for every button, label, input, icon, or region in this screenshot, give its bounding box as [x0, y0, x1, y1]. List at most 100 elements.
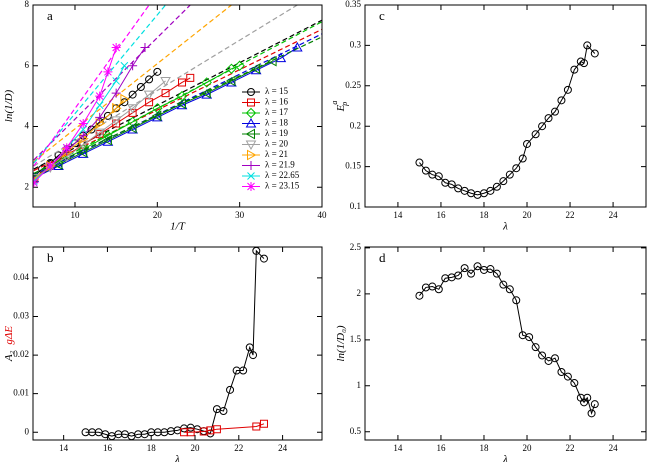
marker	[145, 75, 154, 84]
marker	[112, 102, 122, 114]
marker	[590, 49, 599, 58]
fit-line	[33, 28, 322, 172]
marker	[245, 128, 255, 140]
marker	[136, 83, 145, 92]
marker	[415, 158, 424, 167]
marker	[127, 122, 137, 134]
marker	[206, 426, 215, 435]
y-axis-label-part: a	[330, 101, 339, 105]
marker	[512, 296, 521, 305]
marker	[234, 60, 245, 71]
legend-label: λ = 22.65	[265, 170, 300, 180]
marker	[544, 114, 553, 123]
series-line	[33, 71, 158, 177]
legend-label: λ = 15	[265, 86, 288, 96]
legend-label: λ = 18	[265, 118, 288, 128]
x-tick-label: 30	[235, 210, 245, 220]
marker	[112, 77, 121, 85]
marker	[499, 280, 508, 289]
panel-label: d	[379, 250, 386, 265]
series-line	[33, 80, 166, 179]
marker	[557, 96, 566, 105]
marker	[523, 139, 532, 148]
legend-label: λ = 17	[265, 107, 288, 117]
y-tick-label: 0.5	[350, 426, 362, 436]
marker	[518, 154, 527, 163]
x-tick-label: 18	[479, 443, 489, 453]
marker	[160, 76, 171, 87]
marker	[447, 180, 456, 189]
marker	[259, 419, 268, 428]
panel-label: c	[379, 8, 385, 23]
marker	[239, 366, 248, 375]
marker	[128, 90, 137, 99]
x-axis-label: 1/T	[170, 221, 186, 233]
marker	[45, 161, 55, 171]
marker	[151, 110, 162, 122]
marker	[563, 85, 572, 94]
marker	[245, 343, 254, 352]
marker	[505, 170, 514, 179]
marker	[186, 73, 195, 82]
marker	[62, 143, 72, 153]
marker	[219, 407, 228, 416]
marker	[454, 271, 463, 280]
marker	[486, 186, 495, 195]
marker	[473, 262, 482, 271]
marker	[538, 122, 547, 131]
plot	[415, 262, 599, 418]
y-tick-label: 0.3	[350, 39, 362, 49]
fit-line	[33, 19, 322, 170]
marker	[583, 393, 592, 402]
y-tick-label: 1	[357, 380, 362, 390]
marker	[33, 178, 39, 188]
marker	[212, 425, 221, 434]
x-tick-label: 20	[523, 443, 533, 453]
legend-label: λ = 20	[265, 139, 288, 149]
marker	[275, 52, 287, 63]
y-axis-label-part: A₂	[3, 350, 15, 362]
y-axis-label: Eaρ	[330, 101, 349, 113]
marker	[246, 182, 256, 191]
marker	[570, 65, 579, 74]
marker	[226, 63, 237, 74]
marker	[492, 182, 501, 191]
marker	[550, 107, 559, 116]
marker	[199, 427, 208, 436]
y-tick-label: 2	[25, 181, 30, 191]
marker	[259, 254, 268, 263]
marker	[161, 89, 170, 98]
marker	[95, 91, 105, 101]
x-tick-label: 18	[479, 210, 489, 220]
y-tick-label: 2.5	[350, 242, 362, 252]
x-tick-label: 22	[566, 210, 575, 220]
y-tick-label: 0	[25, 426, 30, 436]
frame	[364, 4, 647, 208]
x-tick-label: 16	[436, 443, 446, 453]
x-tick-label: 24	[278, 443, 288, 453]
x-tick-label: 16	[436, 210, 446, 220]
y-axis-label-part: gΔE	[3, 326, 15, 345]
marker	[538, 351, 547, 360]
y-tick-label: 1.5	[350, 334, 362, 344]
x-axis-label: λ	[502, 221, 508, 233]
marker	[590, 400, 599, 409]
y-tick-label: 0.04	[13, 272, 29, 282]
y-tick-label: 2	[357, 288, 362, 298]
marker	[583, 41, 592, 50]
marker	[460, 264, 469, 273]
fit-line	[33, 5, 150, 167]
marker	[201, 77, 212, 88]
legend-label: λ = 21	[265, 149, 288, 159]
marker	[525, 333, 534, 342]
marker	[291, 42, 303, 52]
x-tick-label: 20	[523, 210, 533, 220]
y-axis-label: ln(1/D₀)	[335, 325, 347, 362]
x-tick-label: 22	[234, 443, 243, 453]
marker	[247, 172, 255, 180]
fit-line	[33, 36, 322, 175]
x-tick-label: 22	[566, 443, 575, 453]
legend-label: λ = 19	[265, 128, 288, 138]
marker	[102, 134, 112, 146]
y-tick-label: 0.15	[345, 161, 361, 171]
